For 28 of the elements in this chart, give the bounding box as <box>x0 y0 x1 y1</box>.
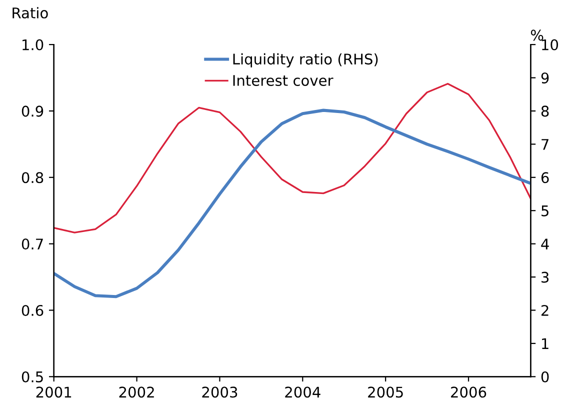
x-tick-label: 2005 <box>368 386 403 398</box>
y-tick-label: 1.0 <box>22 39 44 50</box>
y-tick-label: 0.6 <box>22 304 44 316</box>
y-tick-label: 0.9 <box>22 106 44 117</box>
x-tick-label: 2003 <box>202 386 238 398</box>
y2-tick-label: 3 <box>542 272 549 283</box>
y2-tick-label: 4 <box>541 238 549 250</box>
y2-tick-label: 6 <box>541 172 549 184</box>
y2-tick-label: 7 <box>542 139 548 150</box>
legend-label: Interest cover <box>233 75 334 86</box>
y2-axis-title: % <box>530 30 544 41</box>
y2-tick-label: 8 <box>541 106 549 117</box>
y2-tick-label: 5 <box>542 206 548 216</box>
y-axis-title: Ratio <box>12 7 48 18</box>
x-tick-label: 2004 <box>285 386 320 398</box>
legend-label: Liquidity ratio (RHS) <box>233 53 378 68</box>
y2-tick-label: 0 <box>541 371 549 382</box>
x-tick-label: 2006 <box>451 386 486 398</box>
x-tick-label: 2002 <box>119 386 154 398</box>
line-series <box>54 108 531 298</box>
y-tick-label: 0.7 <box>22 238 43 250</box>
y-tick-label: 0.8 <box>22 172 44 184</box>
y2-tick-label: 2 <box>541 304 548 316</box>
y-tick-label: 0.5 <box>22 371 43 382</box>
y2-tick-label: 10 <box>542 39 558 50</box>
y2-tick-label: 9 <box>541 72 549 84</box>
y2-tick-label: 1 <box>542 338 548 349</box>
x-tick-label: 2001 <box>36 386 72 398</box>
